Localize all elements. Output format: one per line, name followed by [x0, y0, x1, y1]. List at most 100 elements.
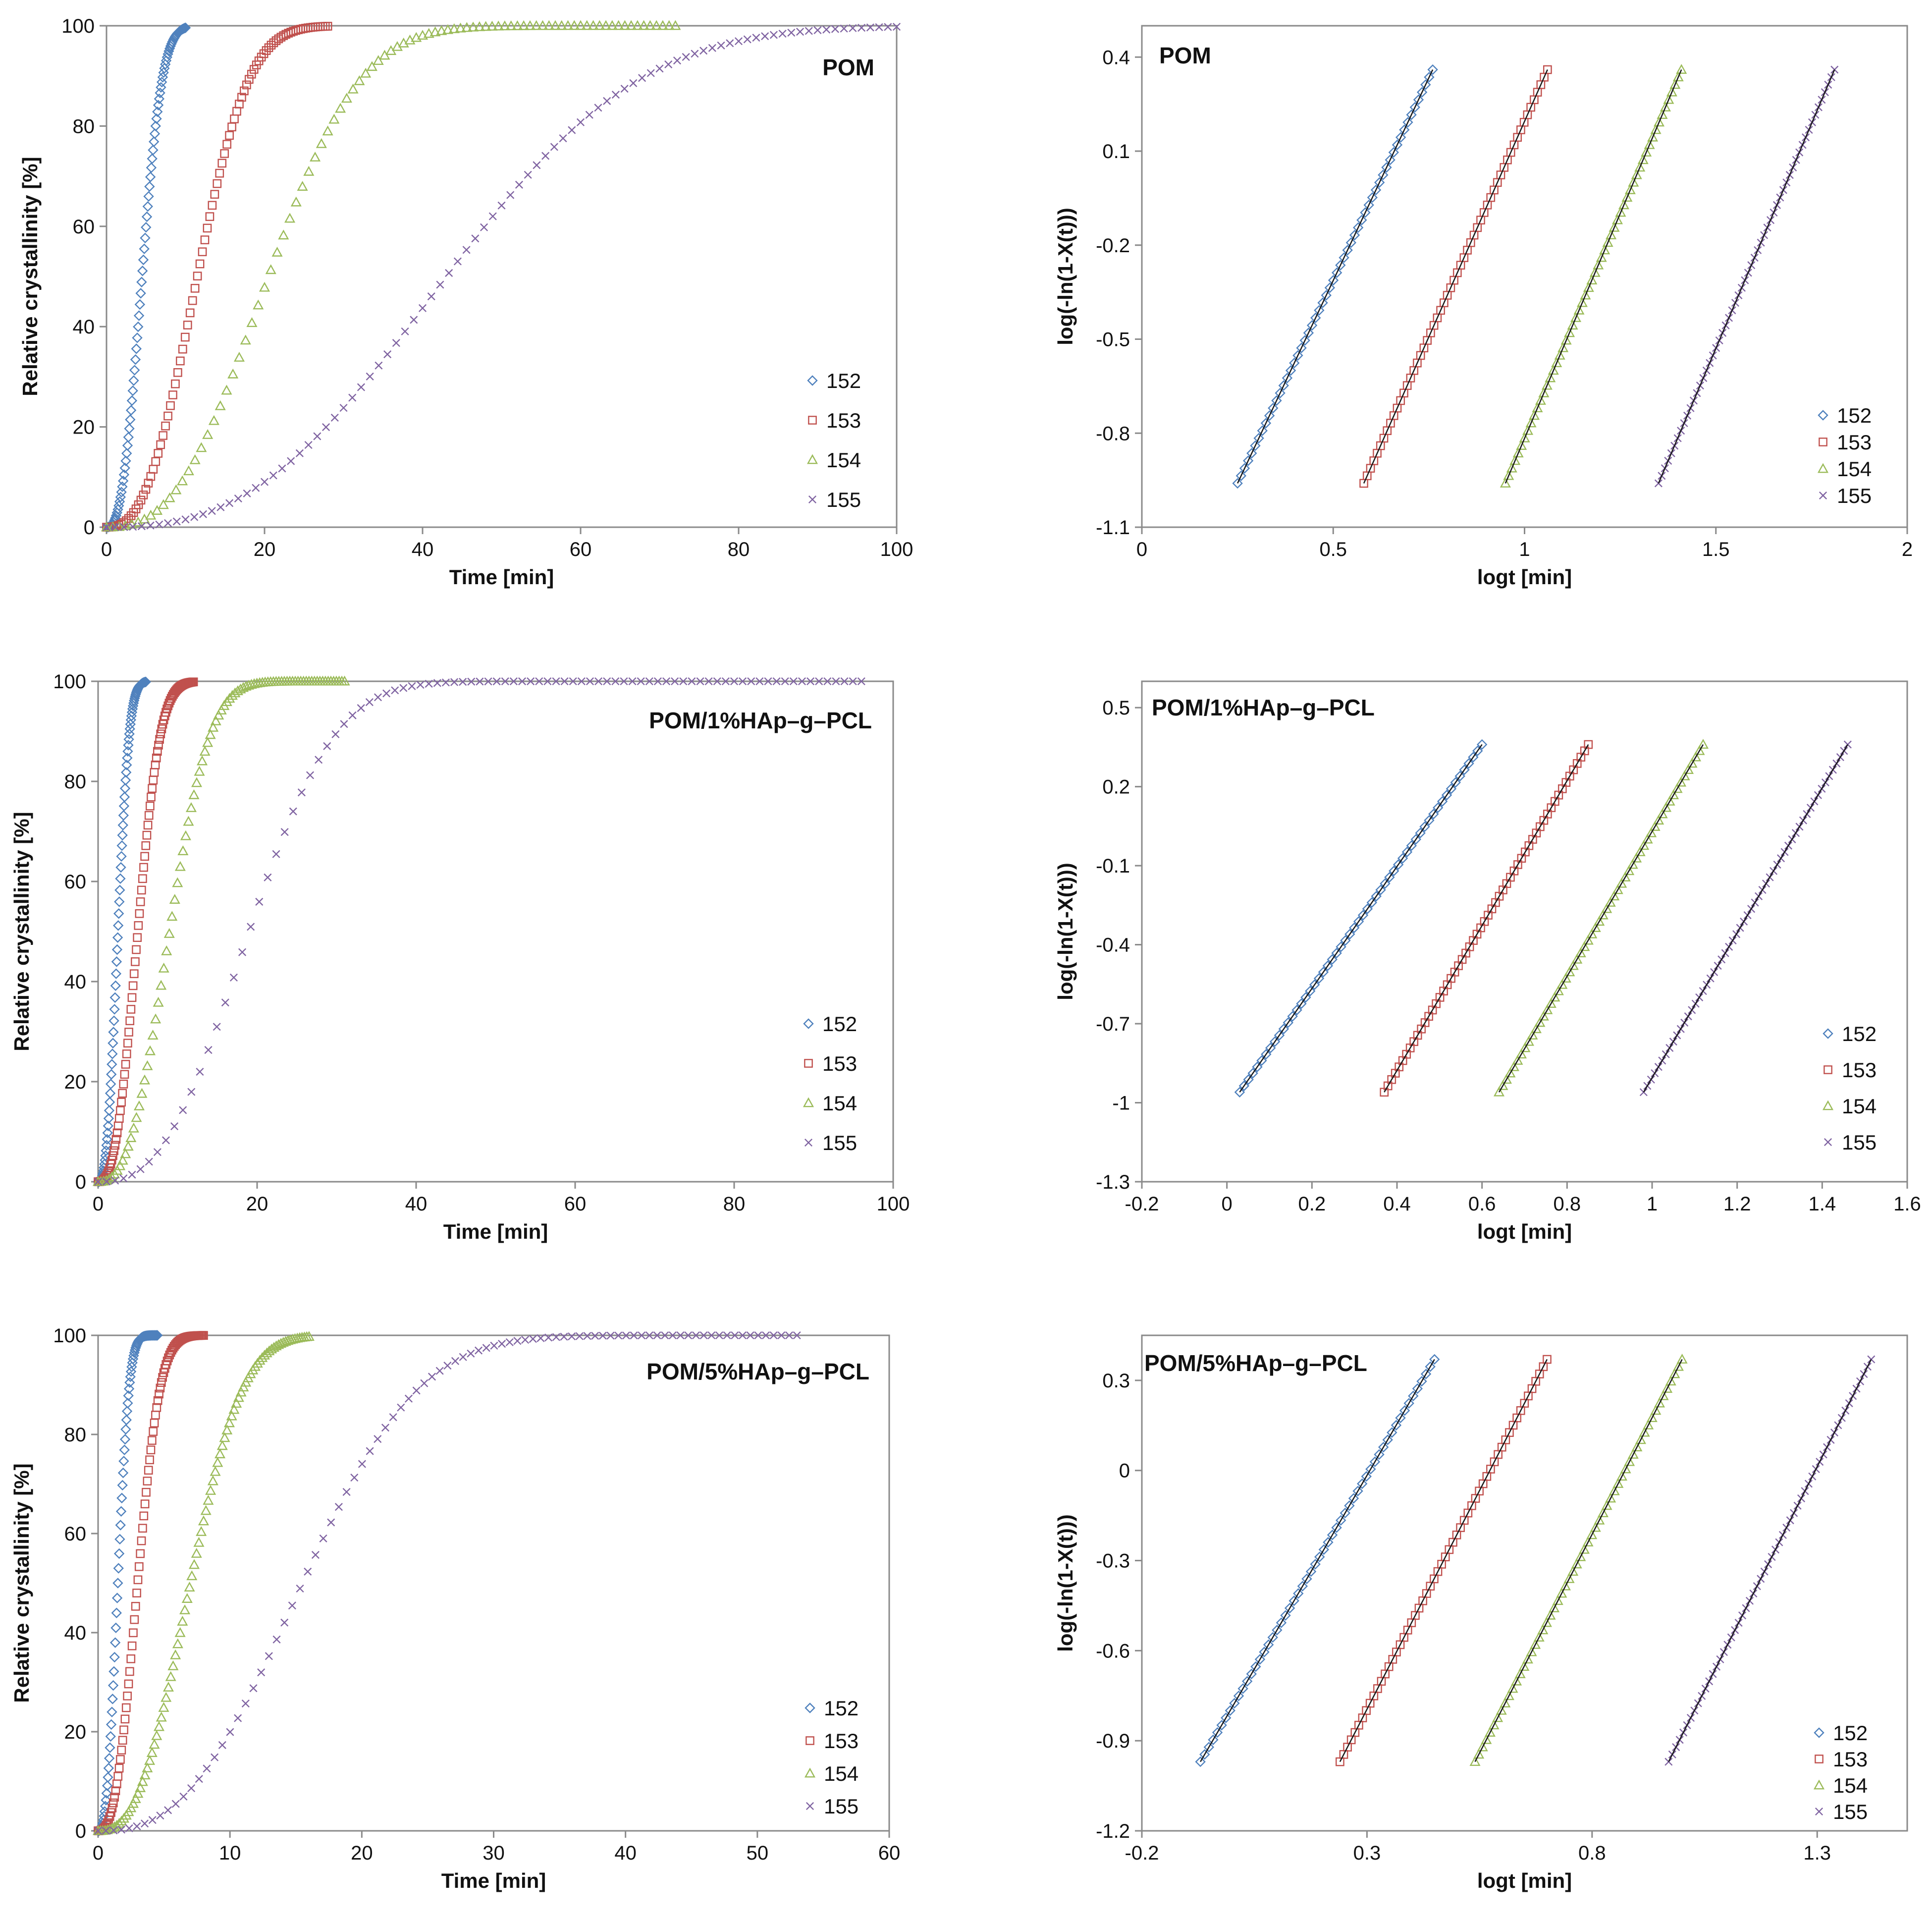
data-point — [113, 1548, 125, 1559]
data-point — [840, 24, 848, 33]
legend-marker-155 — [808, 495, 817, 504]
data-point — [134, 500, 143, 509]
data-point — [144, 479, 153, 488]
data-point — [1366, 897, 1377, 908]
data-point — [1199, 1749, 1210, 1760]
data-point — [133, 321, 144, 332]
x-tick-label: 80 — [728, 539, 750, 560]
data-point — [111, 944, 123, 955]
data-point — [115, 1506, 127, 1517]
data-point — [1208, 1734, 1219, 1746]
data-point — [591, 1331, 599, 1340]
cross-stroke — [583, 1332, 591, 1340]
data-point — [606, 20, 618, 30]
data-point — [181, 1593, 193, 1603]
data-point — [1660, 101, 1671, 111]
plot-frame — [1141, 680, 1908, 1183]
data-point — [1507, 1683, 1518, 1693]
data-point — [199, 1331, 208, 1340]
data-point — [398, 37, 409, 48]
data-point — [1488, 1719, 1500, 1730]
data-point — [806, 677, 815, 686]
cross-stroke — [699, 1331, 708, 1340]
data-point — [114, 1114, 124, 1123]
legend-marker-153 — [1824, 1065, 1832, 1074]
data-point — [1506, 462, 1517, 473]
data-point — [1403, 1398, 1414, 1409]
y-tick-label: 20 — [64, 1721, 87, 1743]
data-point — [1238, 1080, 1250, 1092]
data-point — [150, 768, 159, 777]
data-point — [645, 1331, 653, 1340]
data-point — [1370, 184, 1382, 196]
cross-stroke — [340, 720, 348, 728]
data-point — [1296, 998, 1307, 1009]
data-point — [679, 677, 688, 686]
data-point — [769, 31, 778, 39]
cross-stroke — [521, 1335, 530, 1344]
series-154 — [101, 20, 681, 532]
data-point — [663, 20, 675, 30]
data-point — [1420, 79, 1431, 90]
data-point — [1694, 745, 1705, 755]
cross-stroke — [322, 423, 330, 432]
data-point — [139, 863, 148, 872]
cross-stroke — [145, 1157, 153, 1166]
data-point — [1669, 79, 1681, 89]
cross-stroke — [585, 110, 593, 119]
data-point — [1605, 897, 1616, 907]
cross-stroke — [492, 677, 501, 686]
y-tick-label: 100 — [61, 15, 95, 37]
data-point — [645, 677, 653, 686]
data-point — [1631, 1441, 1643, 1452]
data-point — [335, 103, 346, 113]
data-point — [1616, 878, 1627, 888]
data-point — [1459, 764, 1470, 775]
data-point — [738, 1331, 747, 1340]
data-point — [682, 53, 690, 61]
data-point — [1424, 72, 1435, 83]
data-point — [1631, 852, 1642, 863]
data-point — [113, 1772, 123, 1781]
data-point — [1225, 1705, 1235, 1716]
cross-stroke — [798, 677, 806, 686]
data-point — [1527, 1029, 1538, 1040]
data-point — [155, 87, 165, 99]
data-point — [1212, 1727, 1223, 1738]
data-point — [179, 1792, 188, 1801]
data-point — [537, 1334, 545, 1342]
cross-stroke — [140, 1819, 149, 1828]
cross-stroke — [102, 1826, 110, 1835]
data-point — [100, 1150, 111, 1161]
data-point — [183, 321, 192, 329]
data-point — [789, 677, 798, 686]
cross-stroke — [416, 680, 425, 689]
series-155 — [1664, 1355, 1876, 1766]
data-point — [1264, 410, 1275, 421]
data-point — [253, 299, 264, 310]
cross-stroke — [778, 29, 787, 38]
cross-stroke — [296, 1584, 304, 1593]
data-point — [202, 429, 214, 439]
cross-stroke — [789, 677, 798, 686]
data-point — [381, 1424, 389, 1432]
data-point — [1548, 365, 1559, 375]
data-point — [1243, 1074, 1254, 1085]
data-point — [1327, 954, 1338, 965]
data-point — [1476, 739, 1488, 750]
cross-stroke — [509, 677, 518, 686]
data-point — [450, 678, 459, 686]
x-tick-label: 2 — [1902, 539, 1913, 560]
cross-stroke — [611, 677, 620, 686]
data-point — [1586, 928, 1598, 938]
data-point — [1552, 1595, 1563, 1605]
data-point — [311, 22, 320, 32]
data-point — [144, 1045, 156, 1055]
data-point — [278, 229, 289, 240]
cross-stroke — [717, 41, 725, 50]
data-point — [161, 945, 172, 955]
data-point — [347, 83, 359, 94]
cross-stroke — [662, 677, 671, 686]
data-point — [1195, 1756, 1206, 1767]
